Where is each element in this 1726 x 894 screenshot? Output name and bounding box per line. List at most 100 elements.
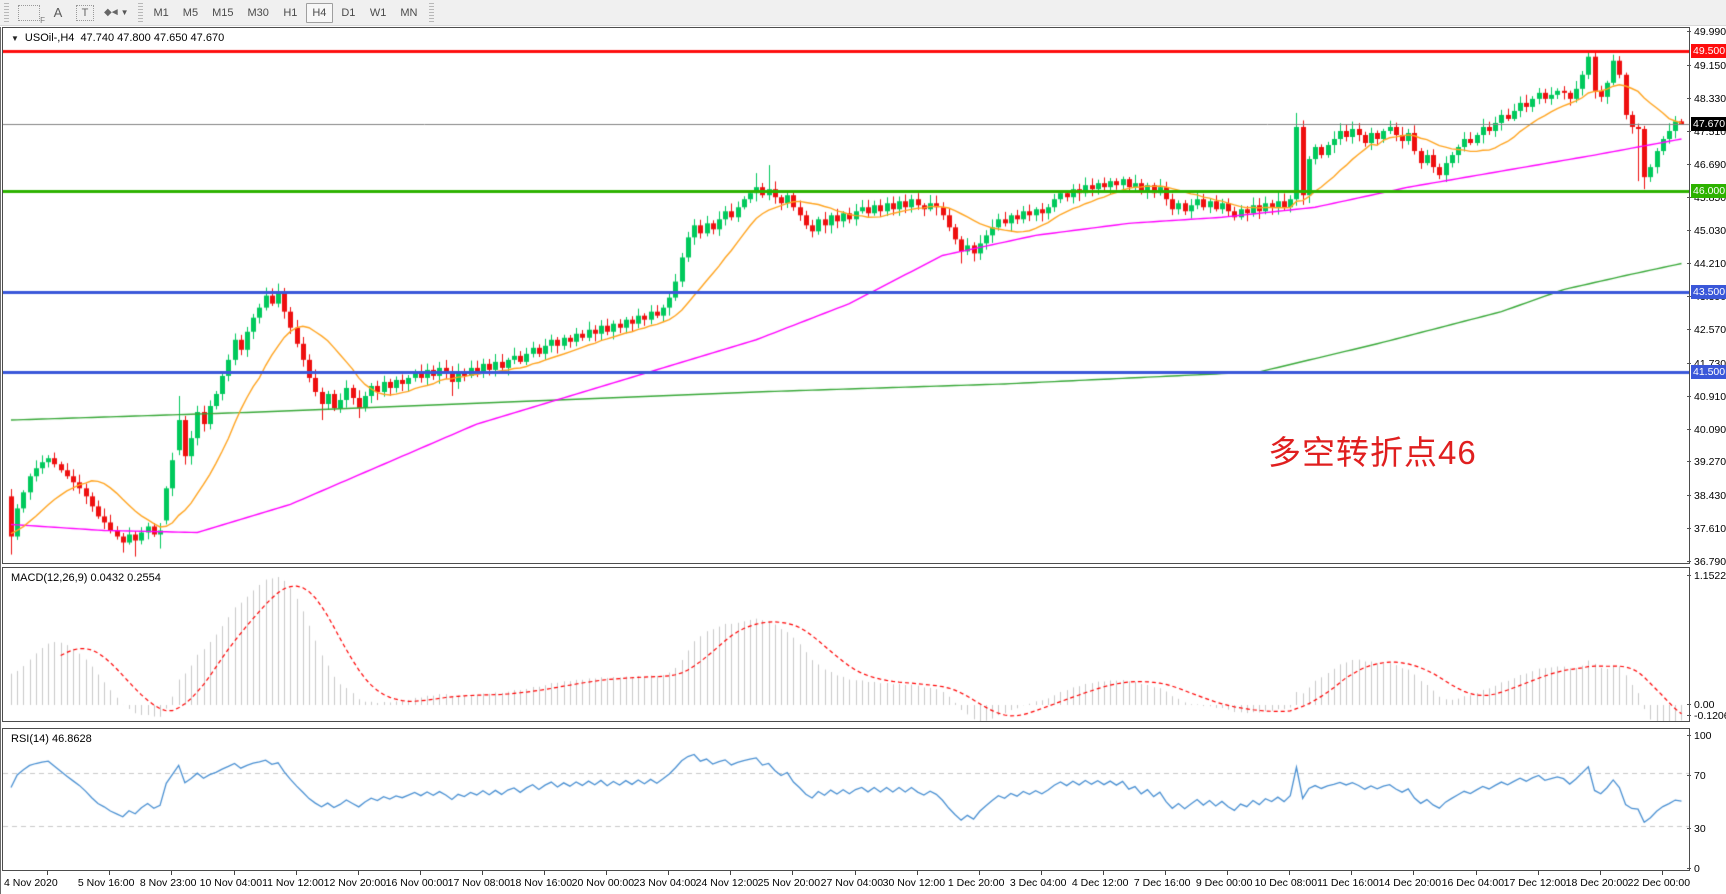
axis-tick [1687,395,1691,397]
timeframe-button-mn[interactable]: MN [400,6,418,19]
date-axis[interactable]: 4 Nov 2020 5 Nov 16:00 8 Nov 23:00 10 Nov 0… [2,871,1690,894]
text-box-tool-button[interactable]: T [71,2,99,24]
text-label-tool-button[interactable]: A [45,2,71,24]
date-tick [296,871,297,875]
level-price-badge: 46.000 [1691,184,1726,199]
axis-tick [1687,704,1691,705]
rsi-axis-label: 100 [1694,730,1712,742]
toolbar-grip[interactable] [427,2,435,23]
price-axis-label: 46.690 [1694,158,1726,171]
toolbar-grip[interactable] [136,2,144,23]
price-axis-label: 44.210 [1694,258,1726,271]
date-label: 14 Dec 20:00 [1378,877,1442,889]
rsi-label: RSI(14) 46.8628 [11,733,92,745]
date-tick [482,871,483,875]
axis-tick [1687,561,1691,562]
timeframe-button-m15[interactable]: M15 [212,6,234,19]
timeframe-button-h4[interactable]: H4 [305,2,333,23]
axis-tick [1687,575,1691,576]
chart-title[interactable]: ▼ USOil-,H4 47.740 47.800 47.650 47.670 [11,32,224,44]
date-tick [792,871,793,875]
rsi-pane[interactable]: RSI(14) 46.8628 [2,728,1690,871]
date-tick [979,871,980,875]
level-price-badge: 41.500 [1691,364,1726,379]
timeframe-button-m5[interactable]: M5 [182,6,199,19]
styles-icon: ◆◄ [104,7,120,18]
symbol-dropdown-icon[interactable]: ▼ [11,33,19,43]
date-label: 18 Dec 20:00 [1565,877,1629,889]
date-label: 17 Dec 12:00 [1503,877,1567,889]
toolbar-grip[interactable] [3,2,10,23]
date-tick [1227,871,1228,875]
macd-label: MACD(12,26,9) 0.0432 0.2554 [11,572,161,584]
date-label: 17 Nov 08:00 [447,877,511,889]
timeframe-button-h1[interactable]: H1 [283,6,298,19]
date-label: 20 Nov 00:00 [571,877,635,889]
date-label: 10 Dec 08:00 [1254,877,1318,889]
axis-tick [1687,828,1691,830]
price-axis-label: 45.030 [1694,225,1726,238]
timeframe-button-w1[interactable]: W1 [369,6,387,19]
axis-tick [1687,197,1691,199]
toolbar: F A T ◆◄ ▼ M1 M5 M15 M30 H1 H4 D1 W1 MN [0,0,1726,26]
date-label: 11 Dec 16:00 [1317,877,1379,889]
rsi-axis-label: 70 [1694,769,1706,782]
axis-tick [1687,130,1691,132]
price-chart-canvas[interactable] [3,28,1689,563]
timeframe-button-m30[interactable]: M30 [247,6,269,19]
date-tick [1600,871,1601,875]
date-label: 3 Dec 04:00 [1009,877,1067,889]
date-label: 18 Nov 16:00 [509,877,573,889]
axis-tick [1687,328,1691,330]
price-axis-label: 36.790 [1694,556,1726,568]
price-axis-label: 49.150 [1694,59,1726,72]
axis-tick [1687,774,1691,776]
chart-annotation-text: 多空转折点46 [1268,434,1477,471]
axis-tick [1687,296,1691,297]
date-tick [420,871,421,875]
macd-axis-label: 1.1522 [1694,570,1726,582]
symbol-label: USOil-,H4 [24,32,75,44]
axis-tick [1687,31,1691,32]
price-axis-label: 42.570 [1694,323,1726,336]
date-label: 25 Nov 20:00 [757,877,821,889]
current-price-badge: 47.670 [1691,117,1726,132]
date-tick [109,871,110,875]
axis-tick [1687,263,1691,265]
timeframe-button-d1[interactable]: D1 [341,6,356,19]
price-axis-label: 37.610 [1694,523,1726,536]
timeframe-button-m1[interactable]: M1 [153,6,169,19]
main-chart-pane[interactable]: ▼ USOil-,H4 47.740 47.800 47.650 47.670 … [2,27,1690,564]
date-label: 30 Nov 12:00 [882,877,946,889]
price-axis-label: 48.330 [1694,92,1726,105]
date-label: 1 Dec 20:00 [947,877,1005,889]
macd-pane[interactable]: MACD(12,26,9) 0.0432 0.2554 [2,567,1690,722]
date-label: 4 Dec 12:00 [1071,877,1129,889]
date-tick [1413,871,1414,875]
date-tick [606,871,607,875]
chart-template-icon: F [18,4,45,25]
axis-tick [1687,362,1691,364]
axis-tick [1687,868,1691,869]
price-axis[interactable]: 49.990 49.150 48.330 47.510 46.690 45.850 45.0… [1687,26,1726,875]
axis-tick [1687,230,1691,232]
date-tick [544,871,545,875]
date-label: 9 Dec 00:00 [1195,877,1253,889]
date-label: 4 Nov 2020 [4,877,58,889]
axis-tick [1687,461,1691,463]
chart-template-tool-button[interactable]: F [13,2,45,25]
date-tick [1041,871,1042,875]
price-axis-label: 40.910 [1694,390,1726,403]
date-label: 10 Nov 04:00 [199,877,263,889]
text-label-icon: A [53,5,63,20]
axis-tick [1687,163,1691,165]
axis-tick [1687,715,1691,716]
date-label: 8 Nov 23:00 [139,877,197,889]
date-tick [730,871,731,875]
styles-tool-button[interactable]: ◆◄ ▼ [99,2,134,24]
price-axis-label: 39.270 [1694,456,1726,469]
level-price-badge: 49.500 [1691,43,1726,58]
ohlc-values: 47.740 47.800 47.650 47.670 [80,32,225,44]
date-tick [1476,871,1477,875]
